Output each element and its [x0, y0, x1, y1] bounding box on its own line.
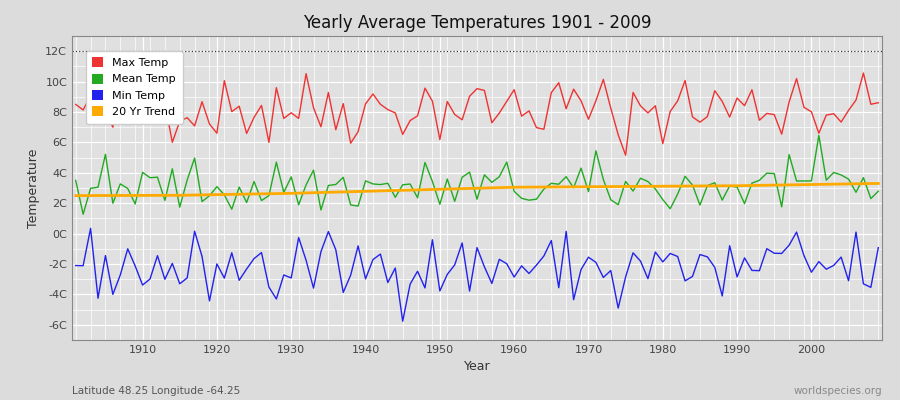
Text: worldspecies.org: worldspecies.org	[794, 386, 882, 396]
X-axis label: Year: Year	[464, 360, 490, 374]
Legend: Max Temp, Mean Temp, Min Temp, 20 Yr Trend: Max Temp, Mean Temp, Min Temp, 20 Yr Tre…	[86, 51, 183, 124]
Title: Yearly Average Temperatures 1901 - 2009: Yearly Average Temperatures 1901 - 2009	[302, 14, 652, 32]
Y-axis label: Temperature: Temperature	[27, 148, 40, 228]
Text: Latitude 48.25 Longitude -64.25: Latitude 48.25 Longitude -64.25	[72, 386, 240, 396]
